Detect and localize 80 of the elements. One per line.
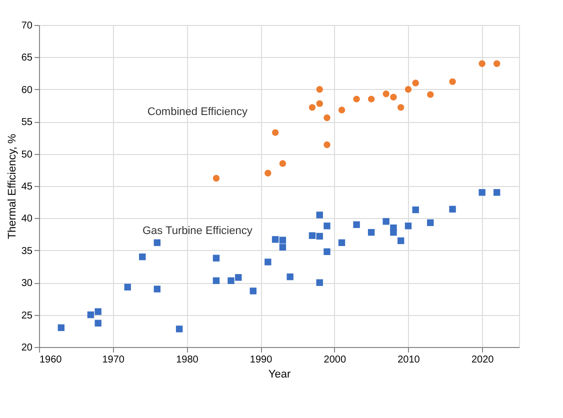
point (324, 114, 330, 122)
point (449, 206, 456, 213)
point (279, 244, 286, 251)
y-tick-label: 70 (21, 20, 33, 32)
y-tick-label: 25 (21, 310, 33, 322)
point (478, 60, 486, 67)
point (353, 221, 360, 228)
point (382, 90, 390, 98)
point (212, 277, 220, 284)
y-axis-title: Thermal Efficiency, % (6, 134, 18, 240)
y-tick-label: 20 (21, 342, 33, 354)
x-tick-label: 1990 (250, 354, 273, 366)
point (316, 279, 323, 286)
point (390, 94, 397, 100)
point (212, 254, 220, 262)
point (493, 60, 500, 67)
point (264, 170, 272, 176)
point (368, 96, 375, 102)
point (87, 311, 94, 318)
y-tick-label: 30 (21, 278, 33, 290)
x-tick-label: 1980 (176, 354, 199, 366)
point (368, 229, 375, 236)
text: Combined Efficiency (147, 106, 248, 118)
point (427, 219, 434, 226)
y-tick-label: 65 (21, 52, 33, 64)
point (124, 284, 131, 290)
point (308, 104, 316, 111)
point (58, 324, 65, 332)
point (286, 273, 294, 280)
point (397, 104, 404, 111)
point (412, 80, 419, 86)
point (478, 189, 486, 196)
x-tick-label: 2010 (398, 354, 420, 366)
point (316, 100, 323, 107)
point (154, 239, 161, 246)
point (154, 286, 161, 292)
point (250, 288, 257, 294)
point (390, 229, 397, 236)
point (272, 236, 279, 243)
y-tick-label: 45 (21, 182, 33, 192)
point (397, 237, 404, 244)
point (212, 174, 220, 182)
point (228, 277, 234, 284)
point (353, 96, 360, 102)
x-tick-label: 1970 (102, 354, 125, 366)
point (308, 232, 316, 239)
point (412, 206, 419, 214)
point (493, 189, 500, 196)
point (94, 320, 102, 327)
point (94, 308, 102, 315)
x-tick-label: 2020 (471, 354, 494, 366)
y-tick-label: 40 (21, 214, 33, 225)
point (324, 248, 330, 256)
point (382, 218, 390, 225)
point (404, 86, 412, 93)
y-tick-label: 60 (21, 84, 33, 96)
y-tick-label: 50 (21, 149, 33, 160)
point (279, 160, 286, 167)
point (404, 222, 412, 230)
point (272, 129, 279, 136)
point (338, 239, 346, 246)
y-tick-label: 35 (21, 246, 33, 257)
point (316, 86, 323, 93)
x-tick-label: 2000 (324, 354, 346, 366)
y-tick-label: 55 (21, 117, 33, 128)
point (449, 78, 456, 86)
point (338, 106, 346, 114)
point (324, 141, 330, 148)
point (427, 91, 434, 98)
series-label: Gas Turbine Efficiency (142, 225, 253, 238)
point (235, 274, 242, 281)
point (324, 222, 330, 230)
x-axis-title: Year (268, 368, 291, 380)
point (264, 258, 272, 266)
x-tick-label: 1960 (40, 354, 62, 366)
point (139, 253, 146, 260)
point (316, 212, 323, 218)
point (279, 236, 286, 244)
point (316, 232, 323, 240)
point (176, 326, 183, 332)
